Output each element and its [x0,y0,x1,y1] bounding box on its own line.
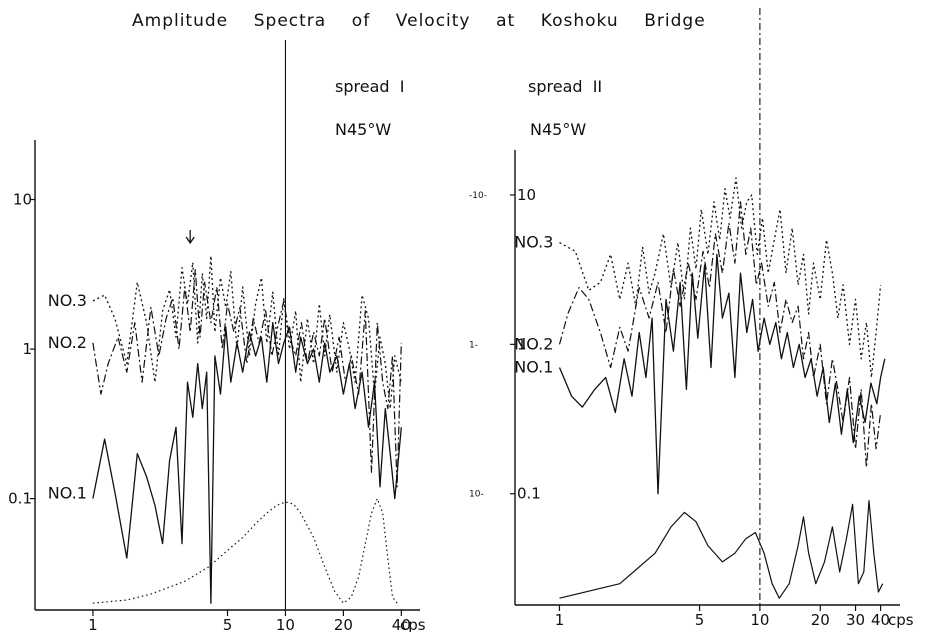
series-label-no3: NO.3 [514,233,553,252]
series-label-no2: NO.2 [48,333,87,352]
y-side-tick-label: 10- [469,490,484,500]
spread-2-label: spread II [528,77,602,96]
series-line-no3 [92,255,402,410]
series-line-no1 [92,322,402,604]
x-tick-label: 30 [846,611,865,629]
series-label-no1: NO.1 [514,357,553,376]
arrow-head [185,236,195,245]
x-tick-label: 10 [750,611,769,629]
series-label-no3: NO.3 [48,291,87,310]
y-tick-label: 0.1 [8,490,32,508]
x-tick-label: 1 [555,611,565,629]
series-line-envelope [92,498,398,604]
series-line-no3 [559,177,882,379]
x-unit-label: cps [888,611,914,629]
series-line-no1 [558,253,886,495]
y-side-tick-label: 1- [469,340,478,350]
x-tick-label: 20 [811,611,830,629]
x-tick-label: 40 [871,611,890,629]
series-line-no2 [558,201,882,468]
x-tick-label: 40 [392,616,411,632]
series-line-envelope [559,500,884,599]
spread-1-label: spread I [335,77,404,96]
y-tick-label: 10 [13,191,32,209]
x-tick-label: 1 [88,616,98,632]
y-tick-label: 1 [22,340,32,358]
x-tick-label: 20 [334,616,353,632]
series-label-no2: NO.2 [514,334,553,353]
y-tick-label: 10 [517,186,536,204]
y-tick-label: 1 [517,335,527,353]
series-line-no2 [92,269,402,488]
x-tick-label: 10 [276,616,295,632]
y-tick-label: 0.1 [517,485,541,503]
x-tick-label: 5 [695,611,705,629]
series-label-no1: NO.1 [48,484,87,503]
x-tick-label: 5 [223,616,233,632]
spread-2-direction: N45°W [530,120,586,139]
chart-title: Amplitude Spectra of Velocity at Koshoku… [132,11,706,31]
spread-1-direction: N45°W [335,120,391,139]
x-unit-label: cps [400,616,426,632]
y-side-tick-label: -10- [469,191,487,201]
